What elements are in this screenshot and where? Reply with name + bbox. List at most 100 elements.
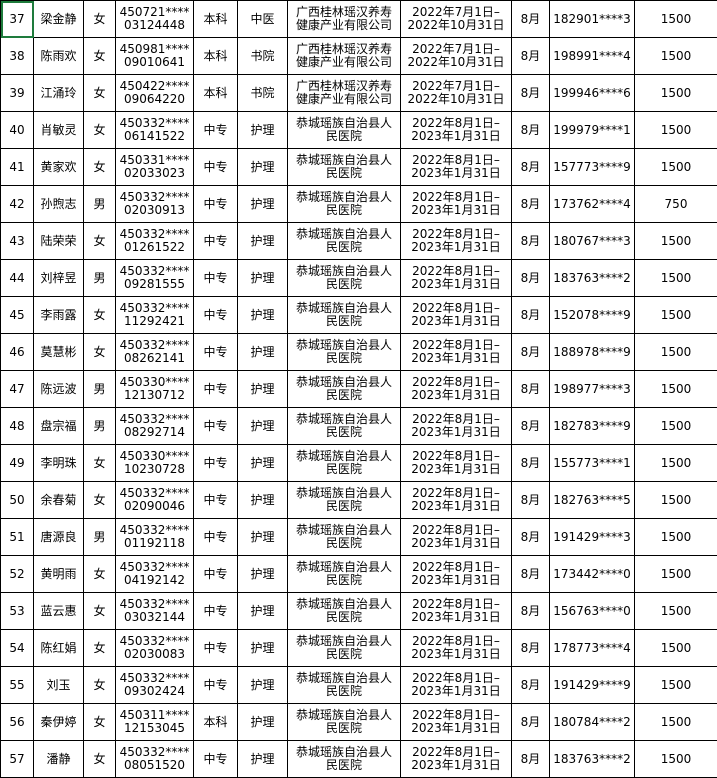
id-number-line: 02090046 <box>116 500 193 513</box>
month: 8月 <box>512 630 550 667</box>
month: 8月 <box>512 741 550 778</box>
row-number: 49 <box>1 445 34 482</box>
amount: 750 <box>635 186 717 223</box>
major: 书院 <box>238 38 288 75</box>
phone: 198977****3 <box>550 371 635 408</box>
period: 2022年8月1日–2023年1月31日 <box>401 704 512 741</box>
period-line: 2023年1月31日 <box>401 278 511 291</box>
employer-line: 民医院 <box>288 130 400 143</box>
period: 2022年8月1日–2023年1月31日 <box>401 371 512 408</box>
gender: 女 <box>84 445 116 482</box>
period-line: 2023年1月31日 <box>401 352 511 365</box>
education: 中专 <box>194 445 238 482</box>
id-number: 450721****03124448 <box>116 1 194 38</box>
education: 中专 <box>194 149 238 186</box>
id-number-line: 12130712 <box>116 389 193 402</box>
month: 8月 <box>512 149 550 186</box>
employer: 恭城瑶族自治县人民医院 <box>288 112 401 149</box>
phone: 183763****2 <box>550 741 635 778</box>
month: 8月 <box>512 519 550 556</box>
row-number: 40 <box>1 112 34 149</box>
period: 2022年8月1日–2023年1月31日 <box>401 741 512 778</box>
name: 江涌玲 <box>34 75 84 112</box>
id-number: 450330****12130712 <box>116 371 194 408</box>
id-number: 450330****10230728 <box>116 445 194 482</box>
id-number: 450332****08262141 <box>116 334 194 371</box>
month: 8月 <box>512 556 550 593</box>
education: 本科 <box>194 38 238 75</box>
period-line: 2023年1月31日 <box>401 685 511 698</box>
row-number: 56 <box>1 704 34 741</box>
employer: 广西桂林瑶汉养寿健康产业有限公司 <box>288 38 401 75</box>
employer-line: 民医院 <box>288 389 400 402</box>
id-number-line: 01261522 <box>116 241 193 254</box>
period: 2022年8月1日–2023年1月31日 <box>401 445 512 482</box>
id-number-line: 03032144 <box>116 611 193 624</box>
phone: 199979****1 <box>550 112 635 149</box>
employer: 恭城瑶族自治县人民医院 <box>288 556 401 593</box>
name: 梁金静 <box>34 1 84 38</box>
row-number: 43 <box>1 223 34 260</box>
name: 莫慧彬 <box>34 334 84 371</box>
employer: 恭城瑶族自治县人民医院 <box>288 223 401 260</box>
phone: 180767****3 <box>550 223 635 260</box>
id-number: 450981****09010641 <box>116 38 194 75</box>
education: 中专 <box>194 741 238 778</box>
phone: 152078****9 <box>550 297 635 334</box>
major: 护理 <box>238 334 288 371</box>
row-number: 54 <box>1 630 34 667</box>
amount: 1500 <box>635 667 717 704</box>
period: 2022年8月1日–2023年1月31日 <box>401 630 512 667</box>
amount: 1500 <box>635 556 717 593</box>
month: 8月 <box>512 260 550 297</box>
period: 2022年8月1日–2023年1月31日 <box>401 334 512 371</box>
employer-line: 民医院 <box>288 685 400 698</box>
period: 2022年8月1日–2023年1月31日 <box>401 223 512 260</box>
month: 8月 <box>512 334 550 371</box>
amount: 1500 <box>635 371 717 408</box>
employer-line: 民医院 <box>288 426 400 439</box>
name: 黄家欢 <box>34 149 84 186</box>
period-line: 2023年1月31日 <box>401 315 511 328</box>
period-line: 2022年10月31日 <box>401 93 511 106</box>
employer-line: 民医院 <box>288 722 400 735</box>
name: 陈雨欢 <box>34 38 84 75</box>
education: 中专 <box>194 223 238 260</box>
education: 本科 <box>194 75 238 112</box>
id-number-line: 09010641 <box>116 56 193 69</box>
period: 2022年7月1日–2022年10月31日 <box>401 1 512 38</box>
row-number: 53 <box>1 593 34 630</box>
row-number: 48 <box>1 408 34 445</box>
phone: 191429****9 <box>550 667 635 704</box>
id-number-line: 09281555 <box>116 278 193 291</box>
gender: 女 <box>84 334 116 371</box>
id-number-line: 02033023 <box>116 167 193 180</box>
gender: 女 <box>84 630 116 667</box>
education: 中专 <box>194 667 238 704</box>
period: 2022年8月1日–2023年1月31日 <box>401 408 512 445</box>
id-number-line: 03124448 <box>116 19 193 32</box>
period-line: 2023年1月31日 <box>401 241 511 254</box>
amount: 1500 <box>635 112 717 149</box>
period-line: 2022年10月31日 <box>401 19 511 32</box>
amount: 1500 <box>635 704 717 741</box>
period-line: 2023年1月31日 <box>401 648 511 661</box>
major: 护理 <box>238 556 288 593</box>
education: 中专 <box>194 112 238 149</box>
major: 护理 <box>238 149 288 186</box>
name: 陈远波 <box>34 371 84 408</box>
id-number: 450311****12153045 <box>116 704 194 741</box>
month: 8月 <box>512 445 550 482</box>
id-number-line: 02030083 <box>116 648 193 661</box>
name: 孙煦志 <box>34 186 84 223</box>
major: 护理 <box>238 223 288 260</box>
